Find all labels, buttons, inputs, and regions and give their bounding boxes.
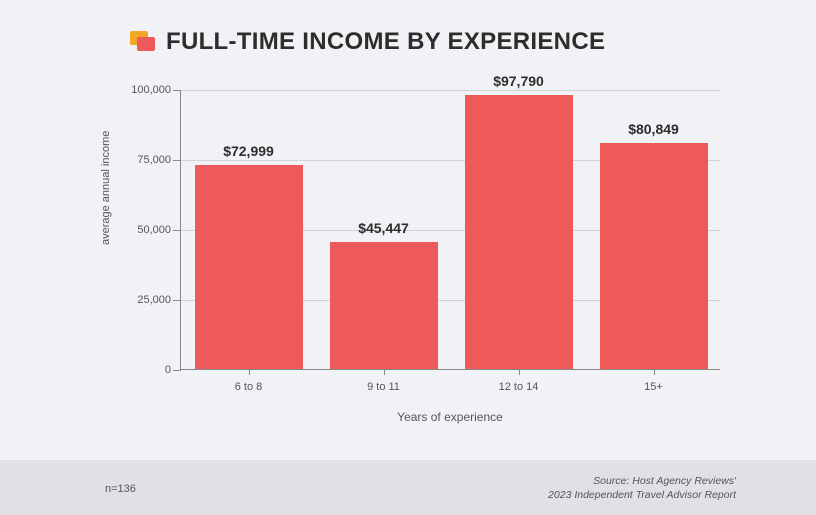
- bar: $97,790: [465, 95, 573, 369]
- y-tick-label: 100,000: [121, 84, 171, 96]
- x-tick: [519, 369, 520, 375]
- y-tick: [173, 90, 181, 91]
- chart-footer: n=136 Source: Host Agency Reviews' 2023 …: [0, 460, 816, 515]
- y-tick: [173, 230, 181, 231]
- bar-chart: average annual income 025,00050,00075,00…: [100, 80, 740, 420]
- y-tick: [173, 160, 181, 161]
- y-axis-title: average annual income: [100, 131, 112, 245]
- sample-size: n=136: [105, 483, 136, 495]
- bar: $80,849: [600, 143, 708, 369]
- bar-value-label: $80,849: [628, 121, 679, 137]
- chart-title: FULL-TIME INCOME BY EXPERIENCE: [166, 28, 605, 56]
- y-tick-label: 25,000: [121, 294, 171, 306]
- plot-area: 025,00050,00075,000100,000$72,9996 to 8$…: [180, 90, 720, 370]
- y-tick-label: 0: [121, 364, 171, 376]
- grid-line: [181, 90, 720, 91]
- x-tick: [249, 369, 250, 375]
- x-tick-label: 9 to 11: [367, 381, 400, 393]
- chart-header: FULL-TIME INCOME BY EXPERIENCE: [130, 28, 605, 56]
- x-tick: [654, 369, 655, 375]
- x-tick: [384, 369, 385, 375]
- source-line-2: 2023 Independent Travel Advisor Report: [548, 489, 736, 501]
- bar-value-label: $72,999: [223, 143, 274, 159]
- x-tick-label: 12 to 14: [499, 381, 539, 393]
- y-tick: [173, 370, 181, 371]
- x-tick-label: 6 to 8: [235, 381, 263, 393]
- chat-icon: [130, 31, 156, 53]
- y-tick-label: 50,000: [121, 224, 171, 236]
- x-axis-title: Years of experience: [180, 410, 720, 424]
- y-tick-label: 75,000: [121, 154, 171, 166]
- source-line-1: Source: Host Agency Reviews': [593, 475, 736, 487]
- x-tick-label: 15+: [644, 381, 663, 393]
- bar: $45,447: [330, 242, 438, 369]
- source-citation: Source: Host Agency Reviews' 2023 Indepe…: [548, 474, 736, 503]
- y-tick: [173, 300, 181, 301]
- bar: $72,999: [195, 165, 303, 369]
- bar-value-label: $45,447: [358, 220, 409, 236]
- bar-value-label: $97,790: [493, 73, 544, 89]
